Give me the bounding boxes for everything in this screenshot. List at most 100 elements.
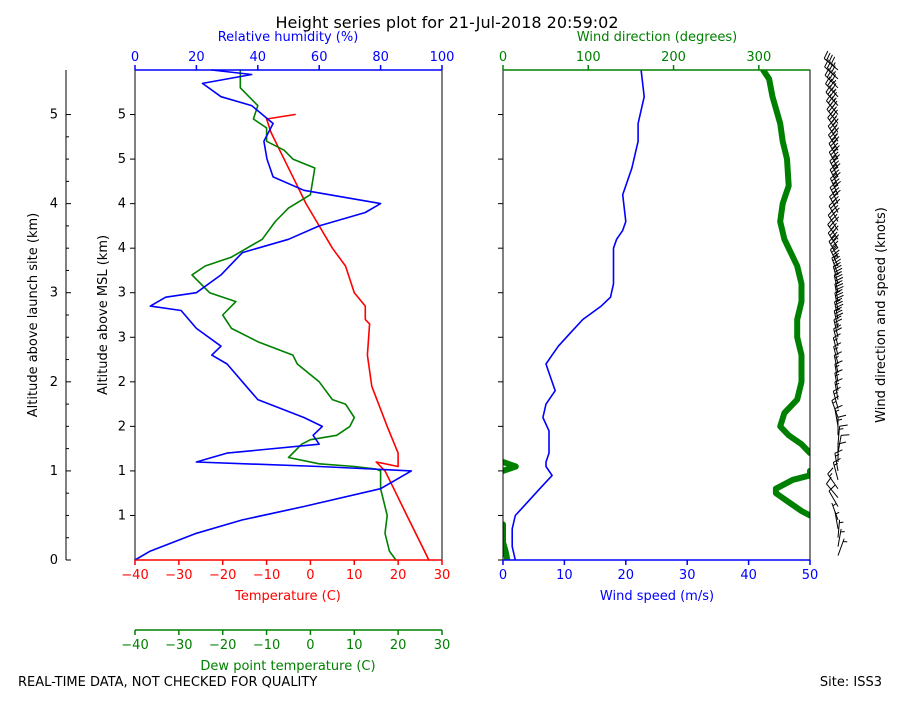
barb-half [839, 522, 843, 523]
temperature-axis-label: Temperature (C) [234, 589, 341, 604]
wind-speed-tick-label: 50 [802, 568, 819, 583]
temperature-line [267, 115, 429, 561]
msl-altitude-label: Altitude above MSL (km) [96, 235, 111, 395]
wind-speed-axis-label: Wind speed (m/s) [600, 589, 714, 604]
outer-tick-label: 1 [50, 464, 58, 479]
dewpoint-tick-label: 30 [434, 638, 451, 653]
temperature-tick-label: 20 [390, 568, 407, 583]
wind-frame [503, 70, 810, 560]
barb-full [831, 57, 835, 64]
wind-barb [838, 435, 849, 453]
msl-tick-label: 2 [118, 375, 126, 390]
wind_speed-line [512, 70, 644, 560]
msl-tick-label: 3 [118, 286, 126, 301]
humidity-ticks: 0 20 40 60 80 100 [131, 50, 455, 70]
wind_direction-line [503, 524, 507, 560]
dewpoint-tick-label: −20 [209, 638, 236, 653]
msl-altitude-ticks: 1 1 2 2 3 3 4 4 5 5 [118, 108, 135, 524]
thermo-frame [135, 70, 442, 560]
quality-disclaimer: REAL-TIME DATA, NOT CHECKED FOR QUALITY [18, 675, 317, 690]
wind-speed-tick-label: 20 [618, 568, 635, 583]
outer-tick-label: 0 [50, 553, 58, 568]
wind-barb [835, 450, 843, 471]
outer-tick-label: 3 [50, 286, 58, 301]
wind-speed-ticks: 0 10 20 30 40 50 [499, 560, 818, 583]
humidity-tick-label: 60 [311, 50, 328, 65]
msl-tick-label: 1 [118, 464, 126, 479]
barb-staff [829, 491, 838, 507]
msl-tick-label: 1 [118, 508, 126, 523]
barb-full [838, 415, 846, 417]
barbs-axis-label: Wind direction and speed (knots) [874, 207, 889, 423]
humidity-line [135, 70, 411, 560]
msl-tick-label: 4 [118, 241, 126, 256]
wind-direction-axis-label: Wind direction (degrees) [577, 30, 737, 45]
barb-full [835, 405, 843, 408]
dewpoint-tick-label: −10 [253, 638, 280, 653]
temperature-tick-label: −20 [209, 568, 236, 583]
wind-barb [835, 405, 843, 426]
barb-full [833, 387, 840, 391]
humidity-axis-label: Relative humidity (%) [218, 30, 359, 45]
dewpoint-tick-label: 0 [306, 638, 314, 653]
barb-half [838, 419, 842, 420]
thermo-series [135, 70, 429, 560]
wind-barbs [824, 51, 849, 556]
barb-full [829, 55, 833, 62]
wind-series [503, 70, 810, 560]
barb-half [833, 504, 836, 506]
humidity-tick-label: 0 [131, 50, 139, 65]
dewpoint-tick-label: 10 [346, 638, 363, 653]
wind-barb [833, 458, 840, 479]
wind-speed-tick-label: 30 [679, 568, 696, 583]
humidity-tick-label: 40 [250, 50, 267, 65]
barb-full [824, 51, 828, 58]
wind_direction-line [503, 462, 516, 471]
outer-tick-label: 5 [50, 108, 58, 123]
wind-speed-tick-label: 40 [740, 568, 757, 583]
temperature-tick-label: 30 [434, 568, 451, 583]
barb-half [839, 429, 843, 430]
msl-tick-label: 2 [118, 419, 126, 434]
dewpoint-tick-label: −30 [165, 638, 192, 653]
wind-direction-tick-label: 200 [661, 50, 686, 65]
wind-barb [838, 520, 843, 538]
temperature-tick-label: −40 [121, 568, 148, 583]
wind-barb [833, 387, 840, 408]
thermo-panel: 1 1 2 2 3 3 4 4 5 5 Altitude above MSL (km) −40 −3… [96, 30, 454, 674]
barb-full [841, 435, 849, 436]
barb-half [829, 473, 832, 476]
msl-tick-label: 4 [118, 197, 126, 212]
msl-tick-label: 5 [118, 108, 126, 123]
wind-speed-tick-label: 10 [556, 568, 573, 583]
dewpoint-tick-label: −40 [121, 638, 148, 653]
msl-tick-label: 3 [118, 330, 126, 345]
site-label: Site: ISS3 [820, 675, 882, 690]
wind_direction-line [776, 471, 810, 516]
dewpoint-axis-label: Dew point temperature (C) [200, 659, 375, 674]
wind_direction-line [763, 70, 810, 453]
wind-direction-tick-label: 300 [746, 50, 771, 65]
humidity-tick-label: 100 [430, 50, 455, 65]
outer-altitude-label: Altitude above launch site (km) [26, 213, 41, 417]
barb-full [833, 458, 840, 462]
barb-full [827, 53, 831, 60]
humidity-tick-label: 80 [372, 50, 389, 65]
outer-tick-label: 2 [50, 375, 58, 390]
wind-speed-tick-label: 0 [499, 568, 507, 583]
wind-barb [828, 468, 838, 489]
msl-tick-label: 5 [118, 152, 126, 167]
humidity-tick-label: 20 [188, 50, 205, 65]
temperature-tick-label: 10 [346, 568, 363, 583]
barb-half [835, 454, 839, 456]
wind-direction-tick-label: 0 [499, 50, 507, 65]
temperature-tick-label: −30 [165, 568, 192, 583]
